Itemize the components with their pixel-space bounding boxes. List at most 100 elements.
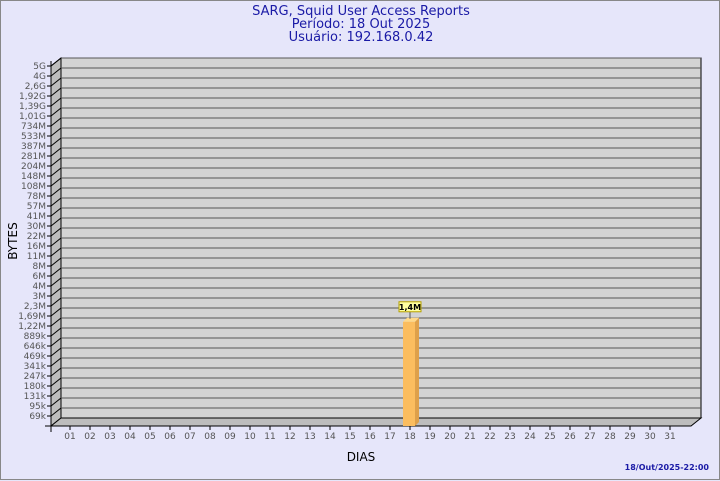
gridline-side <box>50 227 62 237</box>
y-tick-label: 78M <box>27 192 46 202</box>
y-tick-label: 247k <box>24 372 47 382</box>
gridline-side <box>50 387 62 397</box>
y-tick-label: 387M <box>21 142 46 152</box>
y-tick-label: 22M <box>27 232 46 242</box>
y-tick-label: 341k <box>24 362 47 372</box>
y-tick-label: 41M <box>27 212 46 222</box>
chart-title: SARG, Squid User Access Reports <box>252 4 470 19</box>
y-tick-label: 4G <box>33 72 46 82</box>
x-tick-label: 31 <box>664 432 675 442</box>
chart-user: Usuário: 192.168.0.42 <box>288 30 434 45</box>
gridline-side <box>50 107 62 117</box>
gridline-side <box>50 117 62 127</box>
y-tick-label: 1,22M <box>18 322 46 332</box>
bar-label-box <box>398 301 422 313</box>
bar-label: 1,4M <box>399 303 421 312</box>
y-tick-label: 204M <box>21 162 46 172</box>
y-tick-label: 889k <box>24 332 47 342</box>
gridline-side <box>50 247 62 257</box>
gridline-side <box>50 287 62 297</box>
gridline-side <box>50 127 62 137</box>
x-tick-label: 10 <box>244 432 256 442</box>
gridline-side <box>50 297 62 307</box>
x-tick-label: 14 <box>324 432 336 442</box>
gridline-side <box>50 267 62 277</box>
chart-period: Período: 18 Out 2025 <box>291 17 431 32</box>
y-tick-label: 4M <box>33 282 47 292</box>
y-tick-label: 533M <box>21 132 46 142</box>
x-tick-label: 19 <box>424 432 436 442</box>
y-tick-label: 8M <box>33 262 47 272</box>
y-tick-label: 69k <box>29 412 46 422</box>
y-tick-label: 1,39G <box>19 102 46 112</box>
y-tick-label: 95k <box>29 402 46 412</box>
y-tick-label: 1,69M <box>18 312 46 322</box>
y-tick-label: 1,92G <box>19 92 46 102</box>
gridline-side <box>50 367 62 377</box>
gridline-side <box>50 257 62 267</box>
x-tick-label: 21 <box>464 432 475 442</box>
plot-floor <box>49 417 703 427</box>
y-tick-label: 57M <box>27 202 46 212</box>
y-tick-label: 2,6G <box>25 82 46 92</box>
x-tick-label: 30 <box>644 432 656 442</box>
x-tick-label: 07 <box>184 432 195 442</box>
bar-top <box>403 317 419 322</box>
gridline-side <box>50 277 62 287</box>
y-tick-label: 281M <box>21 152 46 162</box>
x-tick-label: 12 <box>284 432 295 442</box>
y-tick-label: 1,01G <box>19 112 46 122</box>
gridline-side <box>50 67 62 77</box>
x-tick-label: 17 <box>384 432 395 442</box>
gridline-side <box>50 87 62 97</box>
x-tick-label: 29 <box>624 432 636 442</box>
gridline-side <box>50 317 62 327</box>
gridline-side <box>50 327 62 337</box>
y-tick-label: 108M <box>21 182 46 192</box>
x-tick-label: 09 <box>224 432 236 442</box>
x-tick-label: 22 <box>484 432 495 442</box>
y-tick-label: 734M <box>21 122 46 132</box>
gridline-side <box>50 357 62 367</box>
x-tick-label: 23 <box>504 432 515 442</box>
x-tick-label: 27 <box>584 432 595 442</box>
y-tick-label: 30M <box>27 222 46 232</box>
gridline-side <box>50 167 62 177</box>
x-tick-label: 03 <box>104 432 115 442</box>
gridline-side <box>50 157 62 167</box>
x-tick-label: 01 <box>64 432 75 442</box>
gridline-side <box>50 337 62 347</box>
y-tick-label: 11M <box>27 252 46 262</box>
gridline-side <box>50 77 62 87</box>
y-tick-label: 469k <box>24 352 47 362</box>
x-tick-label: 06 <box>164 432 176 442</box>
x-tick-label: 15 <box>344 432 355 442</box>
x-tick-label: 28 <box>604 432 616 442</box>
x-tick-label: 02 <box>84 432 95 442</box>
bar-day-18 <box>403 321 415 426</box>
y-tick-label: 3M <box>33 292 47 302</box>
gridline-side <box>50 147 62 157</box>
gridline-side <box>50 187 62 197</box>
x-tick-label: 08 <box>204 432 216 442</box>
x-tick-label: 24 <box>524 432 536 442</box>
x-tick-label: 11 <box>264 432 275 442</box>
gridline-side <box>50 237 62 247</box>
x-tick-label: 18 <box>404 432 416 442</box>
y-tick-label: 6M <box>33 272 47 282</box>
y-tick-label: 131k <box>24 392 47 402</box>
x-axis-label: DIAS <box>347 450 376 464</box>
y-tick-label: 5G <box>33 62 46 72</box>
gridline-side <box>50 177 62 187</box>
timestamp: 18/Out/2025-22:00 <box>624 463 709 472</box>
y-tick-label: 646k <box>24 342 47 352</box>
bar-side <box>415 317 419 426</box>
gridline-side <box>50 307 62 317</box>
y-tick-label: 180k <box>24 382 47 392</box>
x-tick-label: 20 <box>444 432 456 442</box>
x-tick-label: 16 <box>364 432 376 442</box>
gridline-side <box>50 347 62 357</box>
x-tick-label: 25 <box>544 432 555 442</box>
y-tick-label: 148M <box>21 172 46 182</box>
